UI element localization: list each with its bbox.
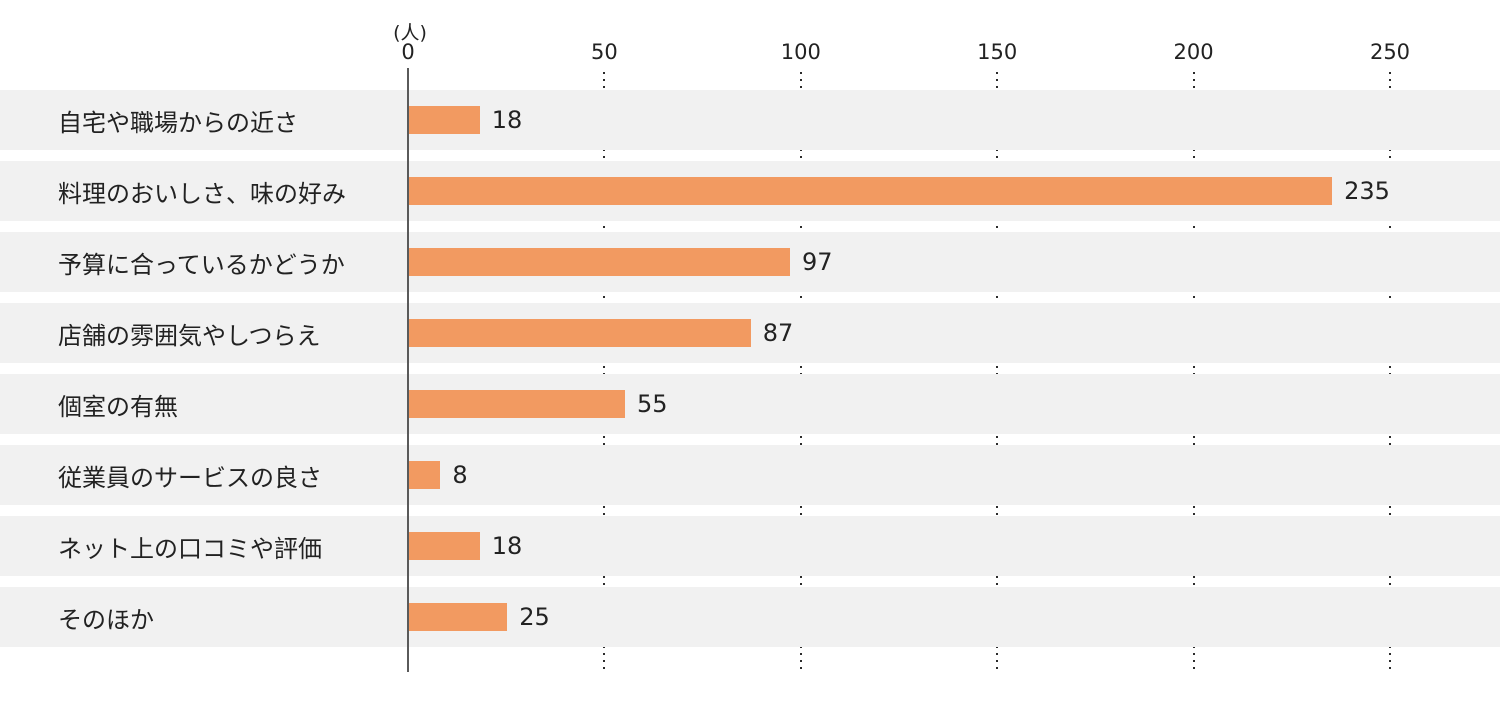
category-label: 従業員のサービスの良さ: [58, 463, 322, 492]
bar: [409, 461, 441, 489]
gridline: [603, 72, 606, 672]
bar: [409, 603, 508, 631]
category-label: 予算に合っているかどうか: [58, 250, 345, 279]
bar: [409, 248, 791, 276]
bar: [409, 177, 1333, 205]
category-label: 料理のおいしさ、味の好み: [58, 179, 346, 208]
row-band: [0, 90, 1500, 150]
gridline: [996, 72, 999, 672]
value-label: 235: [1344, 177, 1390, 205]
x-axis-tick-label: 150: [977, 40, 1018, 64]
category-label: 店舗の雰囲気やしつらえ: [58, 321, 321, 350]
bar: [409, 532, 480, 560]
row-band: [0, 587, 1500, 647]
x-axis-tick-label: 250: [1369, 40, 1411, 64]
x-axis-tick-label: 200: [1173, 40, 1214, 64]
category-label: 自宅や職場からの近さ: [58, 108, 298, 137]
y-axis-line: [407, 68, 409, 672]
value-label: 18: [491, 106, 523, 134]
gridline: [1389, 72, 1391, 672]
bar: [409, 390, 626, 418]
row-band: [0, 445, 1500, 505]
value-label: 87: [762, 319, 794, 347]
value-label: 97: [802, 248, 833, 276]
category-label: ネット上の口コミや評価: [58, 534, 322, 563]
bar: [409, 106, 480, 134]
gridline: [1192, 72, 1195, 672]
value-label: 8: [452, 461, 468, 489]
category-label: 個室の有無: [58, 392, 178, 421]
value-label: 25: [519, 603, 550, 631]
row-band: [0, 374, 1500, 434]
value-label: 18: [491, 532, 523, 560]
x-axis-tick-label: 0: [401, 40, 415, 64]
category-label: そのほか: [58, 605, 154, 634]
bar: [409, 319, 751, 347]
row-band: [0, 516, 1500, 576]
axis-unit-label: (人): [393, 22, 427, 44]
x-axis-tick-label: 50: [591, 40, 618, 64]
x-axis-tick-label: 100: [780, 40, 821, 64]
value-label: 55: [637, 390, 668, 418]
gridline: [799, 72, 802, 672]
